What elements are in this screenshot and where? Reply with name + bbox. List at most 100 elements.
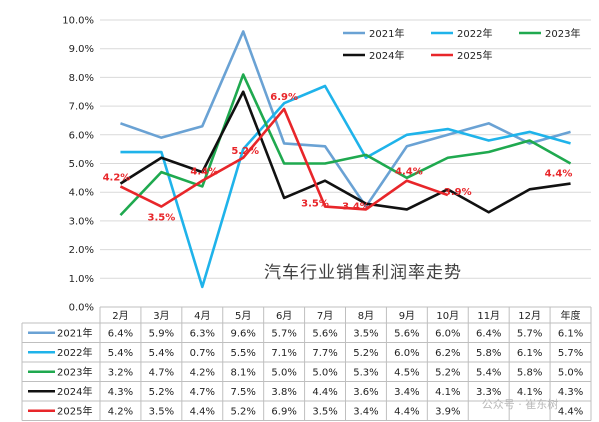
table-cell: 5.7% bbox=[558, 348, 583, 359]
table-cell: 5.4% bbox=[149, 348, 174, 359]
data-label: 4.4% bbox=[190, 167, 218, 178]
y-tick-label: 9.0% bbox=[69, 44, 94, 55]
table-cell: 6.4% bbox=[476, 328, 501, 339]
series-line-2022年 bbox=[120, 84, 571, 289]
data-label: 3.9% bbox=[444, 187, 472, 198]
table-cell: 6.4% bbox=[108, 328, 133, 339]
table-cell: 4.7% bbox=[190, 387, 215, 398]
table-cell: 6.0% bbox=[435, 328, 460, 339]
table-cell: 4.1% bbox=[517, 387, 542, 398]
y-tick-label: 3.0% bbox=[69, 216, 94, 227]
data-labels: 4.2% 3.5% 4.4% 5.2% 6.9% 3.5% 3.4% 4.4% 3.9% 4.4% bbox=[103, 92, 573, 224]
row-series-name: 2025年 bbox=[57, 404, 92, 417]
row-series-name: 2021年 bbox=[57, 326, 92, 339]
table-cell: 3.6% bbox=[353, 387, 378, 398]
y-tick-label: 5.0% bbox=[69, 159, 94, 170]
table-cell: 5.3% bbox=[353, 367, 378, 378]
row-series-name: 2023年 bbox=[57, 365, 92, 378]
table-cell: 4.3% bbox=[558, 387, 583, 398]
series-lines bbox=[119, 30, 572, 289]
x-category-label: 8月 bbox=[358, 310, 374, 322]
data-table: 2月 3月 4月 5月 6月 7月 8月 9月 10月 11月 12月 年度 2021年 6.4% 5.9%… bbox=[21, 306, 592, 421]
table-cell: 5.8% bbox=[517, 367, 542, 378]
data-label: 3.5% bbox=[148, 213, 176, 224]
row-series-name: 2024年 bbox=[57, 385, 92, 398]
x-category-label: 5月 bbox=[235, 310, 251, 322]
legend-label: 2025年 bbox=[457, 49, 492, 62]
chart-title: 汽车行业销售利润率走势 bbox=[264, 263, 462, 283]
watermark: 公众号 · 崔东树 bbox=[482, 397, 559, 411]
x-category-label: 11月 bbox=[477, 310, 500, 322]
table-cell: 5.9% bbox=[149, 328, 174, 339]
data-label: 4.4% bbox=[545, 169, 573, 180]
table-cell: 5.8% bbox=[476, 348, 501, 359]
x-category-label: 10月 bbox=[436, 310, 459, 322]
x-category-label: 9月 bbox=[399, 310, 415, 322]
table-cell: 5.2% bbox=[353, 348, 378, 359]
table-cell: 4.2% bbox=[190, 367, 215, 378]
table-cell: 6.1% bbox=[517, 348, 542, 359]
x-category-label: 年度 bbox=[561, 309, 581, 322]
series-line-2021年 bbox=[120, 30, 571, 208]
data-label: 6.9% bbox=[270, 92, 298, 103]
table-cell: 5.2% bbox=[149, 387, 174, 398]
series-line-2023年 bbox=[119, 73, 572, 217]
series-line-2025年 bbox=[119, 107, 449, 211]
data-label: 5.2% bbox=[231, 146, 259, 157]
table-cell: 5.0% bbox=[312, 367, 337, 378]
table-cell: 4.4% bbox=[312, 387, 337, 398]
table-cell: 3.5% bbox=[312, 406, 337, 417]
table-cell: 4.2% bbox=[108, 406, 133, 417]
table-cell: 9.6% bbox=[231, 328, 256, 339]
series-line-2024年 bbox=[119, 90, 571, 214]
table-cell: 3.8% bbox=[271, 387, 296, 398]
table-cell: 5.2% bbox=[435, 367, 460, 378]
row-series-name: 2022年 bbox=[57, 346, 92, 359]
table-cell: 8.1% bbox=[231, 367, 256, 378]
x-category-label: 4月 bbox=[194, 310, 210, 322]
table-cell: 6.9% bbox=[271, 406, 296, 417]
table-cell: 4.4% bbox=[394, 406, 419, 417]
y-axis-ticks: 0.0% 1.0% 2.0% 3.0% 4.0% 5.0% 6.0% 7.0% 8.0% 9.0%… bbox=[62, 16, 94, 314]
legend-label: 2024年 bbox=[369, 49, 404, 62]
table-cell: 5.2% bbox=[231, 406, 256, 417]
y-tick-label: 8.0% bbox=[69, 73, 94, 84]
table-cell: 5.4% bbox=[108, 348, 133, 359]
table-cell: 3.3% bbox=[476, 387, 501, 398]
table-cell: 4.3% bbox=[108, 387, 133, 398]
data-label: 4.4% bbox=[395, 167, 423, 178]
x-category-label: 2月 bbox=[112, 310, 128, 322]
table-cell: 5.0% bbox=[271, 367, 296, 378]
table-cell: 7.1% bbox=[271, 348, 296, 359]
table-cell: 4.1% bbox=[435, 387, 460, 398]
data-label: 4.2% bbox=[103, 172, 131, 183]
table-cell: 5.0% bbox=[558, 367, 583, 378]
table-cell: 3.9% bbox=[435, 406, 460, 417]
y-tick-label: 4.0% bbox=[69, 188, 94, 199]
table-cell: 3.5% bbox=[149, 406, 174, 417]
table-cell: 0.7% bbox=[190, 348, 215, 359]
table-cell: 5.7% bbox=[271, 328, 296, 339]
table-cell: 7.7% bbox=[312, 348, 337, 359]
table-cell: 5.7% bbox=[517, 328, 542, 339]
data-label: 3.5% bbox=[301, 199, 329, 210]
y-tick-label: 2.0% bbox=[69, 245, 94, 256]
table-cell: 4.7% bbox=[149, 367, 174, 378]
table-cell: 4.4% bbox=[558, 406, 583, 417]
legend-label: 2022年 bbox=[457, 27, 492, 40]
y-tick-label: 1.0% bbox=[69, 274, 94, 285]
y-tick-label: 0.0% bbox=[69, 303, 94, 314]
table-cell: 5.6% bbox=[394, 328, 419, 339]
table-cell: 4.4% bbox=[190, 406, 215, 417]
table-cell: 6.1% bbox=[558, 328, 583, 339]
y-tick-label: 7.0% bbox=[69, 102, 94, 113]
legend: 2021年 2022年 2023年 2024年 2025年 bbox=[343, 27, 580, 62]
y-tick-label: 6.0% bbox=[69, 130, 94, 141]
legend-label: 2021年 bbox=[369, 27, 404, 40]
table-cell: 5.5% bbox=[231, 348, 256, 359]
x-category-label: 6月 bbox=[276, 310, 292, 322]
table-cell: 6.2% bbox=[435, 348, 460, 359]
table-cell: 6.3% bbox=[190, 328, 215, 339]
table-cell: 3.2% bbox=[108, 367, 133, 378]
table-cell: 3.5% bbox=[353, 328, 378, 339]
